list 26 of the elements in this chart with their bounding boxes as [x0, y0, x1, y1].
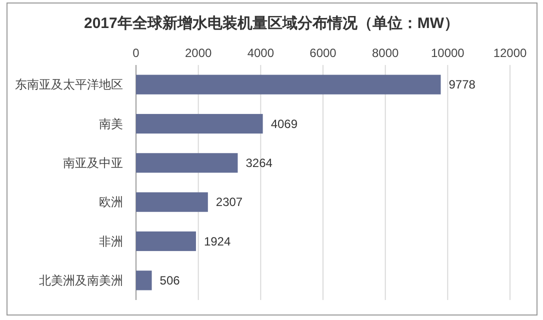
bar — [136, 153, 238, 173]
y-tick-label: 欧洲 — [99, 195, 123, 210]
data-label: 2307 — [216, 195, 243, 210]
x-tick-label: 0 — [132, 46, 140, 60]
x-tick-label: 8000 — [372, 46, 400, 60]
bar — [136, 114, 263, 134]
bar — [136, 270, 152, 290]
data-label: 9778 — [448, 78, 476, 92]
bar — [136, 74, 441, 94]
x-tick-label: 12000 — [493, 46, 528, 60]
data-label: 1924 — [204, 234, 231, 248]
x-tick-label: 4000 — [247, 46, 274, 60]
data-label: 3264 — [246, 156, 273, 170]
x-tick-label: 2000 — [184, 46, 212, 60]
y-tick-label: 东南亚及太平洋地区 — [15, 78, 123, 92]
bar — [136, 231, 196, 252]
x-tick-label: 6000 — [310, 46, 337, 60]
data-label: 506 — [160, 273, 180, 288]
bar — [136, 192, 208, 212]
y-tick-label: 南亚及中亚 — [63, 156, 123, 170]
chart-title: 2017年全球新增水电装机量区域分布情况（单位：MW） — [84, 14, 460, 32]
y-tick-label: 北美洲及南美洲 — [39, 273, 123, 288]
y-tick-label: 南美 — [99, 116, 123, 131]
y-tick-label: 非洲 — [99, 234, 123, 248]
data-label: 4069 — [270, 116, 298, 131]
x-tick-label: 10000 — [430, 46, 465, 60]
